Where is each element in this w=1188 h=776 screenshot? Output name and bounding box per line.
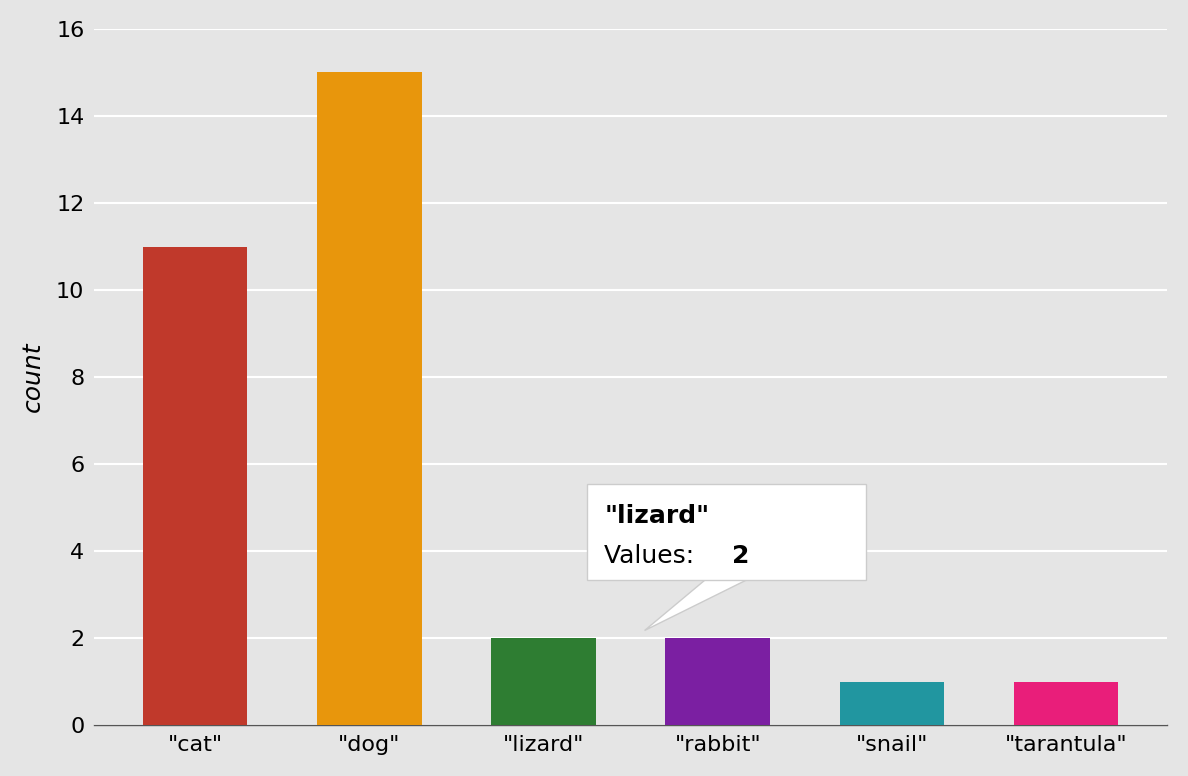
Text: 2: 2 [732,544,748,568]
Polygon shape [645,580,747,631]
Bar [143,247,247,726]
Bar [665,639,770,726]
Bar [1013,682,1118,726]
Text: Values:: Values: [605,544,702,568]
Bar [840,682,944,726]
Bar [491,639,595,726]
Text: "lizard": "lizard" [605,504,709,528]
Y-axis label: count: count [21,342,45,412]
FancyBboxPatch shape [587,483,866,580]
Bar [317,72,422,726]
